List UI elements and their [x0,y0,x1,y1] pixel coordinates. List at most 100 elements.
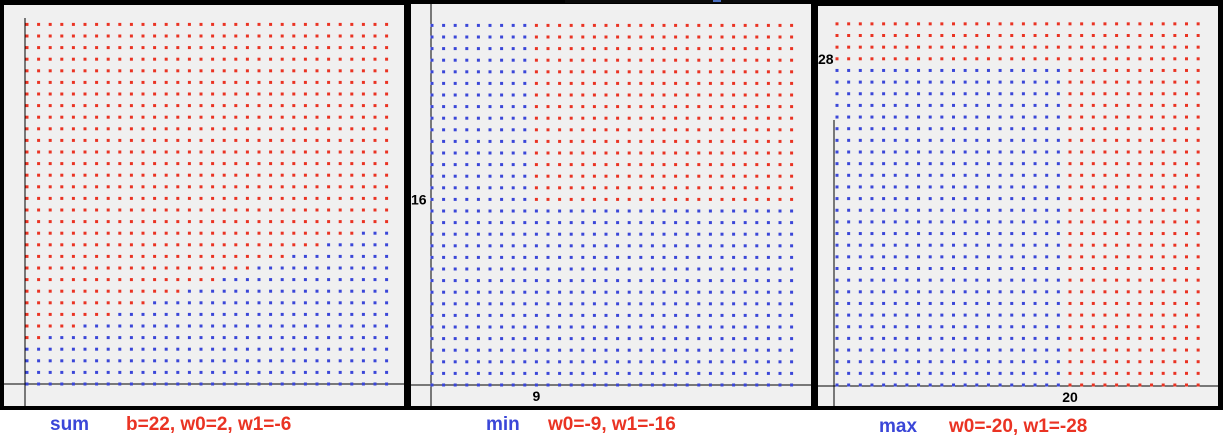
class-positive-point [176,359,180,363]
class-positive-point [858,127,862,131]
class-negative-point [385,80,389,84]
class-negative-point [662,70,666,74]
class-negative-point [338,57,342,61]
class-positive-point [48,359,52,363]
class-positive-point [743,209,747,213]
class-positive-point [511,58,515,62]
class-positive-point [1045,68,1049,72]
class-positive-point [442,267,446,271]
class-negative-point [211,34,215,38]
class-positive-point [465,255,469,259]
class-negative-point [25,208,29,212]
class-positive-point [442,128,446,132]
class-negative-point [106,57,110,61]
class-positive-point [928,325,932,329]
class-positive-point [523,302,527,306]
class-positive-point [592,360,596,364]
class-negative-point [1091,138,1095,142]
class-negative-point [129,254,133,258]
class-negative-point [755,35,759,39]
class-positive-point [674,290,678,294]
class-negative-point [1103,220,1107,224]
class-positive-point [430,35,434,39]
class-positive-point [257,359,261,363]
class-negative-point [847,22,851,26]
class-positive-point [917,115,921,119]
class-positive-point [858,185,862,189]
class-negative-point [639,186,643,190]
class-positive-point [465,116,469,120]
class-positive-point [766,302,770,306]
class-negative-point [234,208,238,212]
class-positive-point [685,221,689,225]
class-negative-point [1173,150,1177,154]
class-negative-point [720,70,724,74]
class-positive-point [858,68,862,72]
class-positive-point [465,383,469,387]
class-positive-point [986,173,990,177]
class-negative-point [141,208,145,212]
class-positive-point [662,244,666,248]
class-negative-point [1103,371,1107,375]
class-negative-point [662,116,666,120]
class-positive-point [592,221,596,225]
class-negative-point [385,46,389,50]
max-decision-panel: 20 28 [818,6,1218,406]
class-positive-point [1056,150,1060,154]
class-negative-point [48,162,52,166]
class-negative-point [732,163,736,167]
class-positive-point [500,174,504,178]
class-negative-point [604,81,608,85]
class-positive-point [697,371,701,375]
class-negative-point [25,34,29,38]
class-positive-point [639,325,643,329]
class-negative-point [963,45,967,49]
class-negative-point [604,139,608,143]
class-negative-point [71,173,75,177]
class-positive-point [569,371,573,375]
class-negative-point [1056,45,1060,49]
class-positive-point [940,383,944,387]
class-negative-point [1161,290,1165,294]
class-negative-point [280,220,284,224]
class-positive-point [616,302,620,306]
class-negative-point [697,174,701,178]
class-positive-point [511,348,515,352]
class-negative-point [1138,371,1142,375]
class-negative-point [1196,34,1200,37]
class-negative-point [592,35,596,39]
class-positive-point [373,231,377,235]
class-positive-point [732,221,736,225]
class-negative-point [153,278,157,282]
class-positive-point [385,289,389,293]
class-negative-point [1033,34,1037,37]
class-positive-point [234,278,238,282]
class-positive-point [905,348,909,352]
class-positive-point [1033,173,1037,177]
class-negative-point [790,163,794,167]
class-negative-point [153,92,157,96]
class-negative-point [385,92,389,96]
min-caption-label: min [486,414,520,435]
class-positive-point [998,80,1002,84]
class-negative-point [361,69,365,73]
class-positive-point [476,128,480,132]
class-positive-point [893,325,897,329]
class-negative-point [743,186,747,190]
class-negative-point [60,80,64,84]
class-negative-point [581,23,585,27]
class-positive-point [870,348,874,352]
class-positive-point [476,197,480,201]
class-positive-point [500,186,504,190]
class-positive-point [917,127,921,131]
class-negative-point [129,22,133,26]
class-positive-point [500,139,504,143]
class-negative-point [269,220,273,224]
class-positive-point [569,325,573,329]
class-negative-point [257,150,261,154]
class-negative-point [257,162,261,166]
class-negative-point [778,70,782,74]
class-positive-point [963,185,967,189]
class-negative-point [83,104,87,108]
class-negative-point [1126,103,1130,107]
